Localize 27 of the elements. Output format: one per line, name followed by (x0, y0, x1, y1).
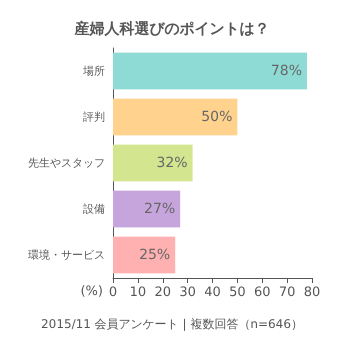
x-tick-label: 60 (254, 285, 271, 300)
y-tick-label: 先生やスタッフ (28, 156, 105, 170)
data-label: 25% (139, 247, 170, 263)
data-label: 32% (156, 155, 188, 171)
x-tick-label: 10 (130, 285, 146, 300)
data-label: 78% (270, 63, 302, 79)
x-tick-label: 50 (229, 285, 246, 300)
x-tick-label: 30 (179, 285, 196, 300)
data-label: 50% (201, 109, 232, 125)
x-tick-label: 70 (278, 285, 296, 300)
bar (113, 236, 176, 274)
y-tick-label: 設備 (83, 202, 105, 216)
y-tick-label: 環境・サービス (28, 248, 105, 262)
y-tick-label: 評判 (83, 110, 105, 124)
x-tick-label: 40 (204, 285, 221, 300)
x-tick-label: 80 (304, 285, 320, 300)
bar (113, 52, 308, 90)
data-label: 27% (144, 201, 176, 217)
x-tick-label: 20 (154, 285, 172, 300)
text: 2015/11 会員アンケート | 複数回答（n=646） (41, 317, 303, 331)
bar (113, 190, 180, 228)
x-axis-title: (%) (80, 284, 103, 299)
bar (113, 98, 238, 136)
x-tick-label: 0 (108, 285, 118, 300)
y-tick-label: 場所 (82, 64, 105, 78)
chart-title: 産婦人科選びのポイントは？ (74, 20, 270, 38)
bar (113, 144, 193, 182)
